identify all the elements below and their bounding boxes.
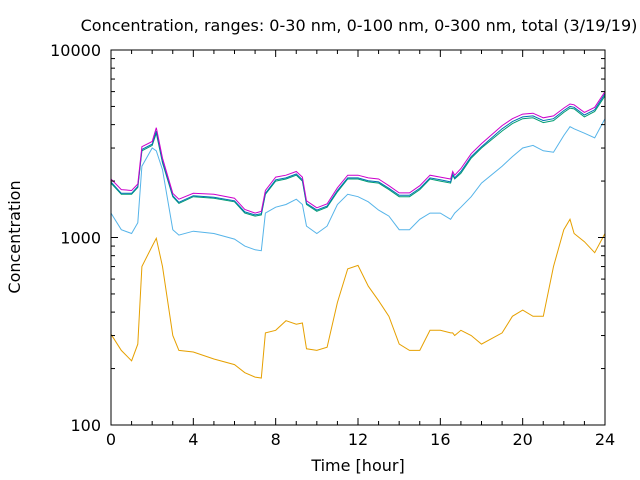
x-tick-label: 16 <box>430 430 450 449</box>
x-tick-label: 0 <box>106 430 116 449</box>
axis-tick-labels: 0 4 8 12 16 20 24 100 1000 10000 <box>50 41 615 449</box>
chart-title: Concentration, ranges: 0-30 nm, 0-100 nm… <box>81 16 638 35</box>
series-line-5 <box>110 91 606 214</box>
series-line-1 <box>110 218 606 379</box>
x-tick-label: 24 <box>595 430 615 449</box>
y-axis-label: Concentration <box>5 180 24 293</box>
y-tick-label: 10000 <box>50 41 101 60</box>
plot-frame <box>110 49 606 426</box>
x-tick-label: 4 <box>188 430 198 449</box>
plot-lines <box>110 91 606 379</box>
axis-ticks <box>110 49 606 426</box>
series-line-2 <box>110 118 606 252</box>
x-tick-label: 12 <box>348 430 368 449</box>
x-tick-label: 8 <box>271 430 281 449</box>
series-line-4 <box>110 93 606 216</box>
y-tick-label: 100 <box>70 416 101 435</box>
series-line-3 <box>110 95 606 217</box>
x-tick-label: 20 <box>512 430 532 449</box>
x-axis-label: Time [hour] <box>310 456 404 475</box>
y-tick-label: 1000 <box>60 229 101 248</box>
